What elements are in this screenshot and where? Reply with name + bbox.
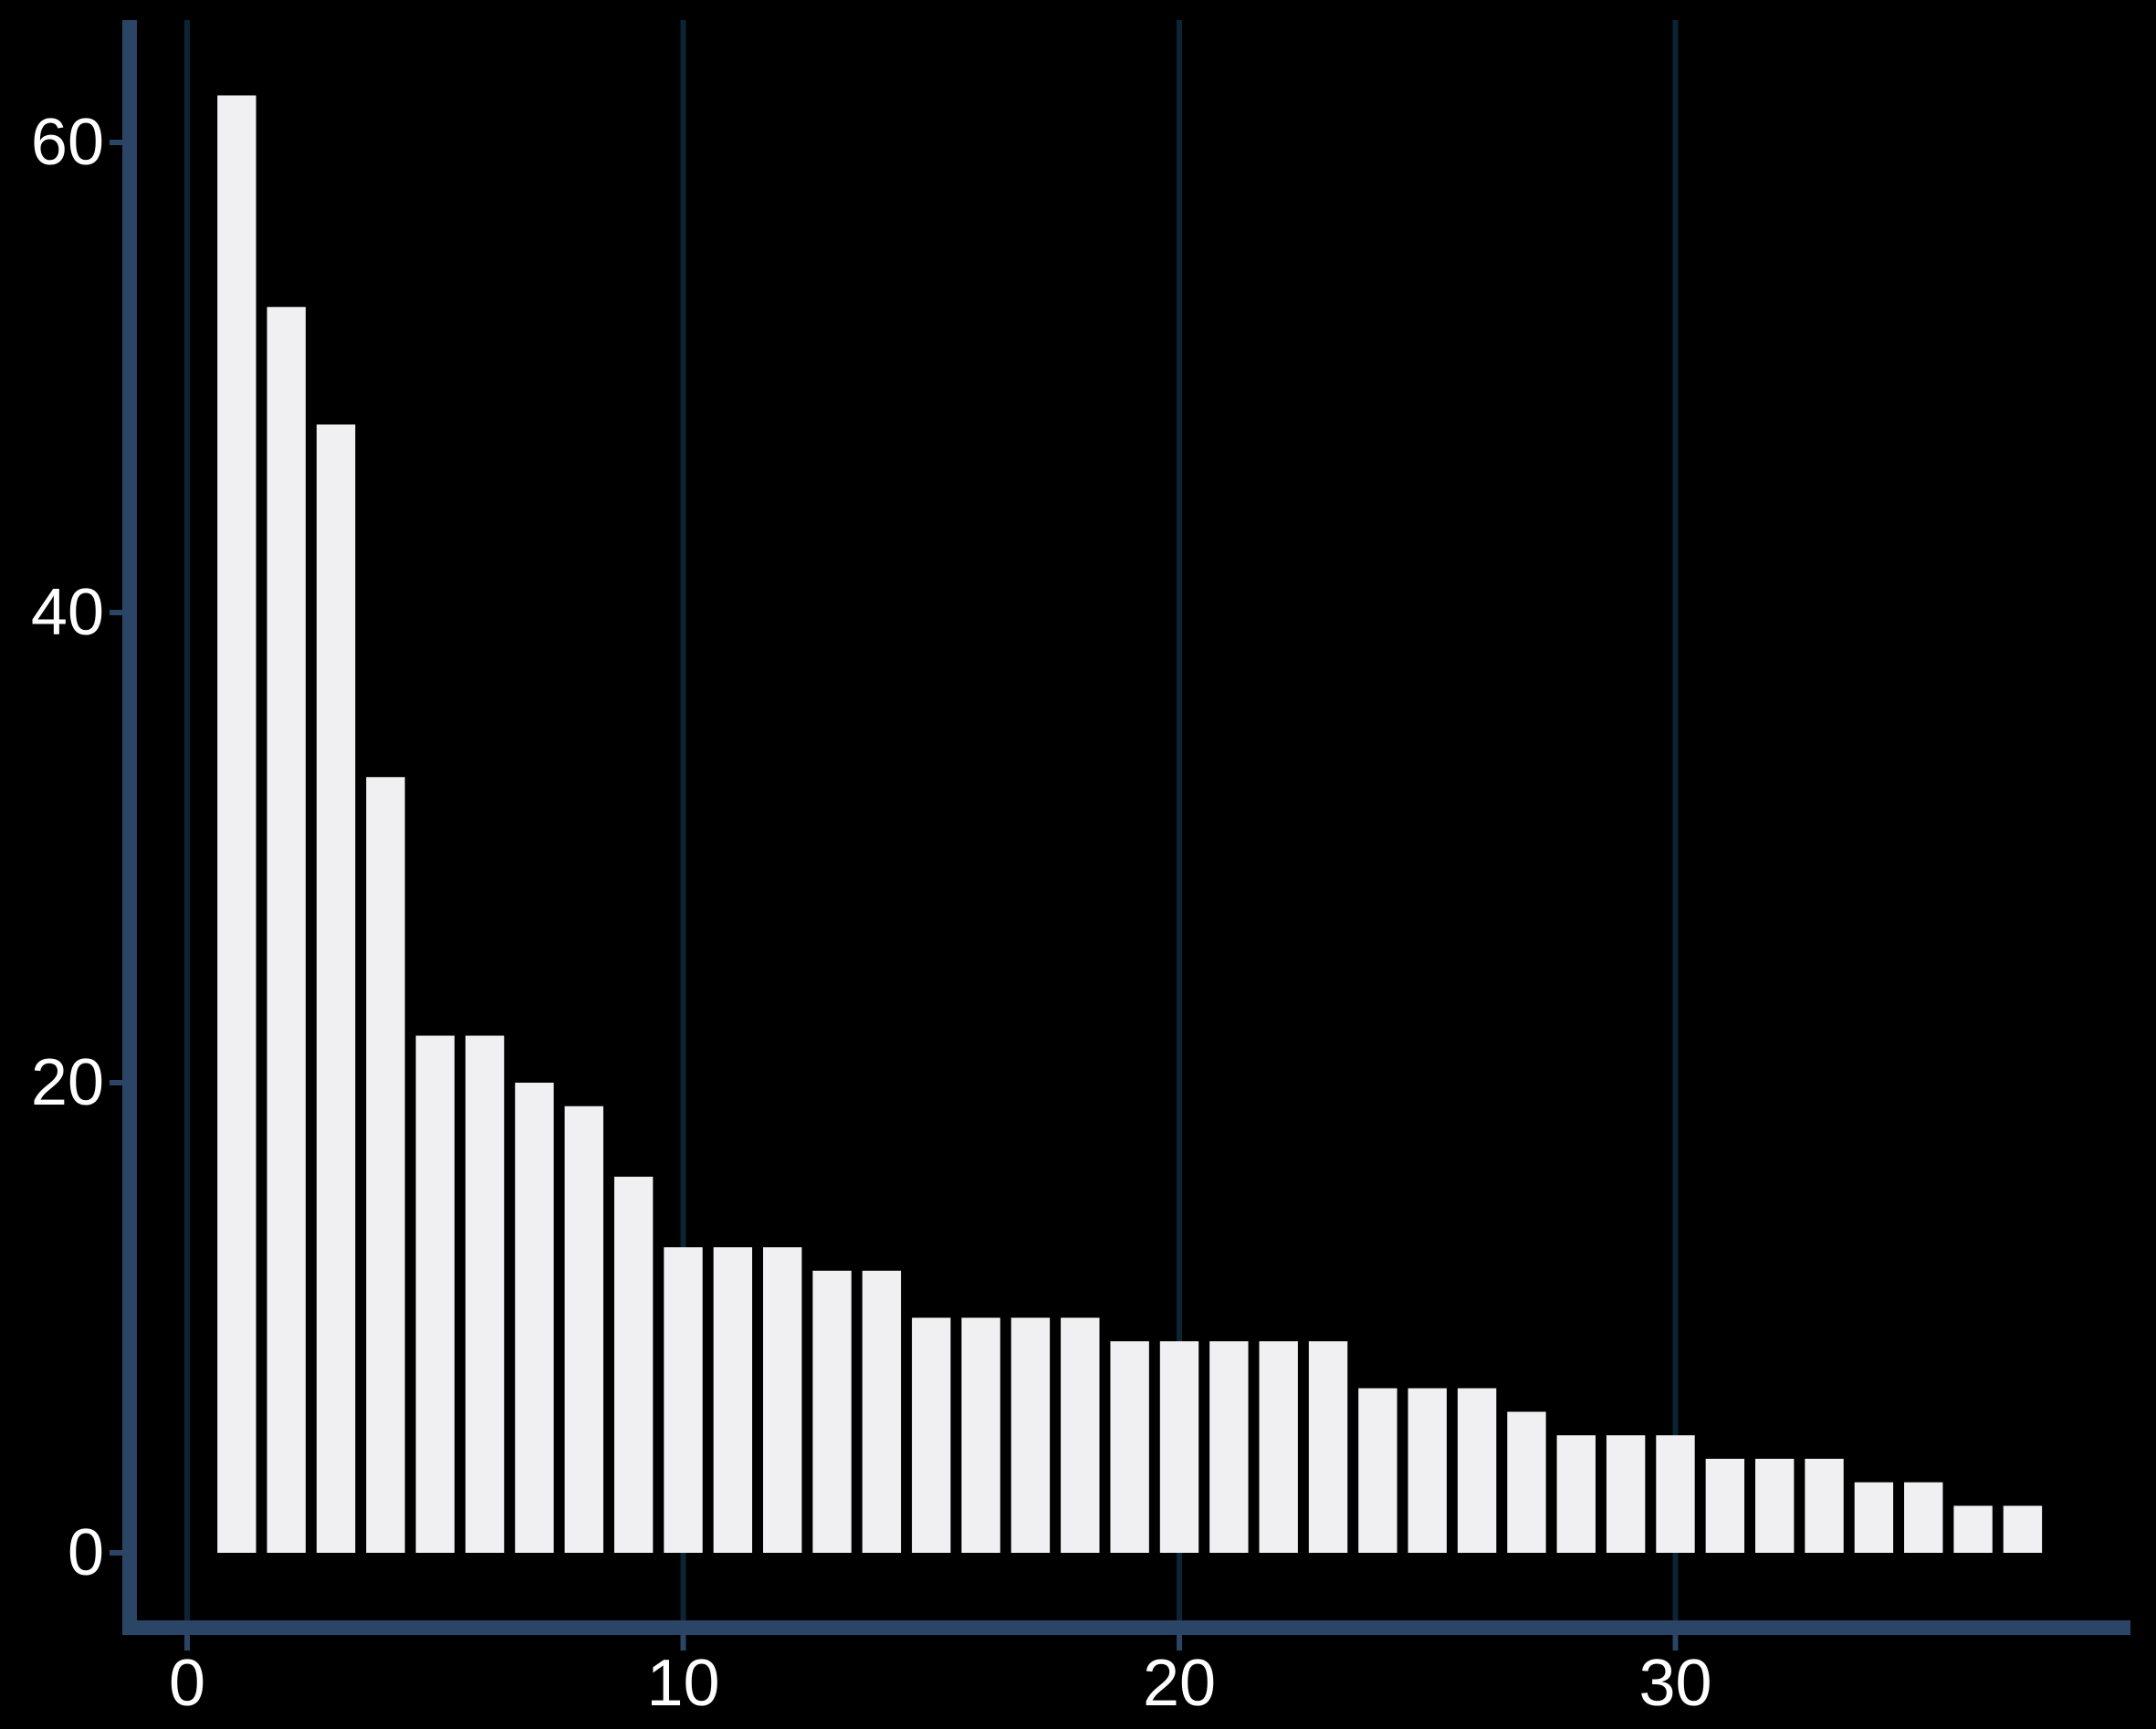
axes xyxy=(110,20,2130,1650)
y-tick-label-0: 0 xyxy=(68,1516,104,1589)
bar-20 xyxy=(1159,1341,1199,1553)
bar-15 xyxy=(912,1317,951,1553)
bar-23 xyxy=(1308,1341,1348,1553)
bar-5 xyxy=(415,1035,455,1553)
bar-29 xyxy=(1606,1435,1646,1553)
bar-22 xyxy=(1259,1341,1298,1553)
x-tick-label-20: 20 xyxy=(1143,1647,1216,1720)
bar-1 xyxy=(217,95,256,1553)
bar-12 xyxy=(763,1247,802,1553)
bar-24 xyxy=(1358,1388,1397,1553)
bar-4 xyxy=(366,777,405,1553)
bar-33 xyxy=(1805,1459,1844,1553)
bar-27 xyxy=(1507,1411,1546,1553)
bar-28 xyxy=(1556,1435,1596,1553)
y-tick-label-40: 40 xyxy=(31,576,104,649)
bar-6 xyxy=(465,1035,505,1553)
bar-34 xyxy=(1854,1482,1894,1553)
y-tick-label-20: 20 xyxy=(31,1046,104,1119)
y-tick-label-60: 60 xyxy=(31,106,104,179)
bar-8 xyxy=(564,1106,603,1553)
bar-9 xyxy=(613,1177,654,1553)
bar-36 xyxy=(1953,1505,1993,1553)
bar-32 xyxy=(1755,1459,1795,1553)
bar-2 xyxy=(267,307,306,1553)
bar-25 xyxy=(1408,1388,1447,1553)
bar-18 xyxy=(1061,1317,1100,1553)
bar-31 xyxy=(1705,1459,1745,1553)
bar-30 xyxy=(1656,1435,1695,1553)
bars xyxy=(217,95,2043,1553)
bar-17 xyxy=(1010,1317,1051,1553)
bar-26 xyxy=(1457,1388,1497,1553)
bar-21 xyxy=(1209,1341,1249,1553)
bar-10 xyxy=(664,1247,703,1553)
tick-labels: 0 20 40 60 0 10 20 30 xyxy=(31,106,1712,1720)
bar-7 xyxy=(515,1083,554,1553)
bar-19 xyxy=(1110,1341,1149,1553)
bar-37 xyxy=(2003,1505,2043,1553)
bar-11 xyxy=(713,1247,753,1553)
bar-16 xyxy=(961,1317,1000,1553)
bar-3 xyxy=(316,424,356,1553)
x-tick-label-0: 0 xyxy=(169,1647,205,1720)
bar-13 xyxy=(812,1271,852,1553)
bar-14 xyxy=(862,1271,902,1553)
x-tick-label-10: 10 xyxy=(646,1647,719,1720)
x-tick-label-30: 30 xyxy=(1638,1647,1711,1720)
bar-35 xyxy=(1904,1482,1943,1553)
